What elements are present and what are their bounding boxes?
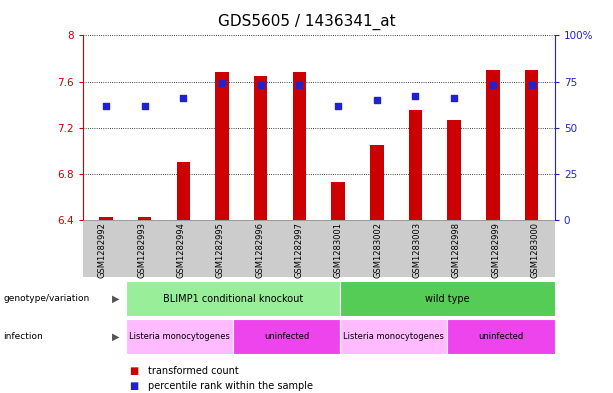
Bar xyxy=(215,72,229,220)
Text: genotype/variation: genotype/variation xyxy=(3,294,89,303)
Point xyxy=(217,80,227,86)
Bar xyxy=(177,162,190,220)
Point xyxy=(101,103,111,109)
Point xyxy=(411,93,421,99)
Bar xyxy=(486,70,500,220)
Text: wild type: wild type xyxy=(425,294,470,304)
Text: uninfected: uninfected xyxy=(264,332,309,341)
Text: GSM1283001: GSM1283001 xyxy=(334,222,343,278)
Text: GSM1282995: GSM1282995 xyxy=(216,222,225,278)
Text: GSM1282998: GSM1282998 xyxy=(452,222,461,278)
Point xyxy=(488,82,498,88)
Text: Listeria monocytogenes: Listeria monocytogenes xyxy=(129,332,230,341)
Text: GSM1282999: GSM1282999 xyxy=(491,222,500,278)
Text: GSM1282996: GSM1282996 xyxy=(255,222,264,278)
Point xyxy=(372,97,382,103)
Text: GSM1283000: GSM1283000 xyxy=(531,222,539,278)
Bar xyxy=(254,76,267,220)
Point xyxy=(527,82,536,88)
Bar xyxy=(99,217,113,220)
Text: ▶: ▶ xyxy=(112,331,119,342)
Text: ■: ■ xyxy=(129,381,138,391)
Point xyxy=(178,95,188,101)
Text: ▶: ▶ xyxy=(112,294,119,304)
Bar xyxy=(138,217,151,220)
Text: infection: infection xyxy=(3,332,43,341)
Bar xyxy=(447,119,461,220)
Bar xyxy=(525,70,538,220)
Point xyxy=(256,82,265,88)
Text: GSM1282994: GSM1282994 xyxy=(177,222,186,278)
Point xyxy=(140,103,150,109)
Text: uninfected: uninfected xyxy=(479,332,524,341)
Text: transformed count: transformed count xyxy=(148,366,239,376)
Text: GSM1282993: GSM1282993 xyxy=(137,222,147,278)
Bar xyxy=(292,72,306,220)
Text: GSM1283002: GSM1283002 xyxy=(373,222,383,278)
Bar xyxy=(370,145,384,220)
Bar xyxy=(409,110,422,220)
Text: Listeria monocytogenes: Listeria monocytogenes xyxy=(343,332,444,341)
Text: GDS5605 / 1436341_at: GDS5605 / 1436341_at xyxy=(218,14,395,30)
Point xyxy=(449,95,459,101)
Text: GSM1282992: GSM1282992 xyxy=(98,222,107,278)
Point xyxy=(294,82,304,88)
Text: ■: ■ xyxy=(129,366,138,376)
Text: GSM1282997: GSM1282997 xyxy=(295,222,303,278)
Point xyxy=(333,103,343,109)
Bar xyxy=(332,182,345,220)
Text: BLIMP1 conditional knockout: BLIMP1 conditional knockout xyxy=(163,294,303,304)
Text: percentile rank within the sample: percentile rank within the sample xyxy=(148,381,313,391)
Text: GSM1283003: GSM1283003 xyxy=(413,222,422,278)
